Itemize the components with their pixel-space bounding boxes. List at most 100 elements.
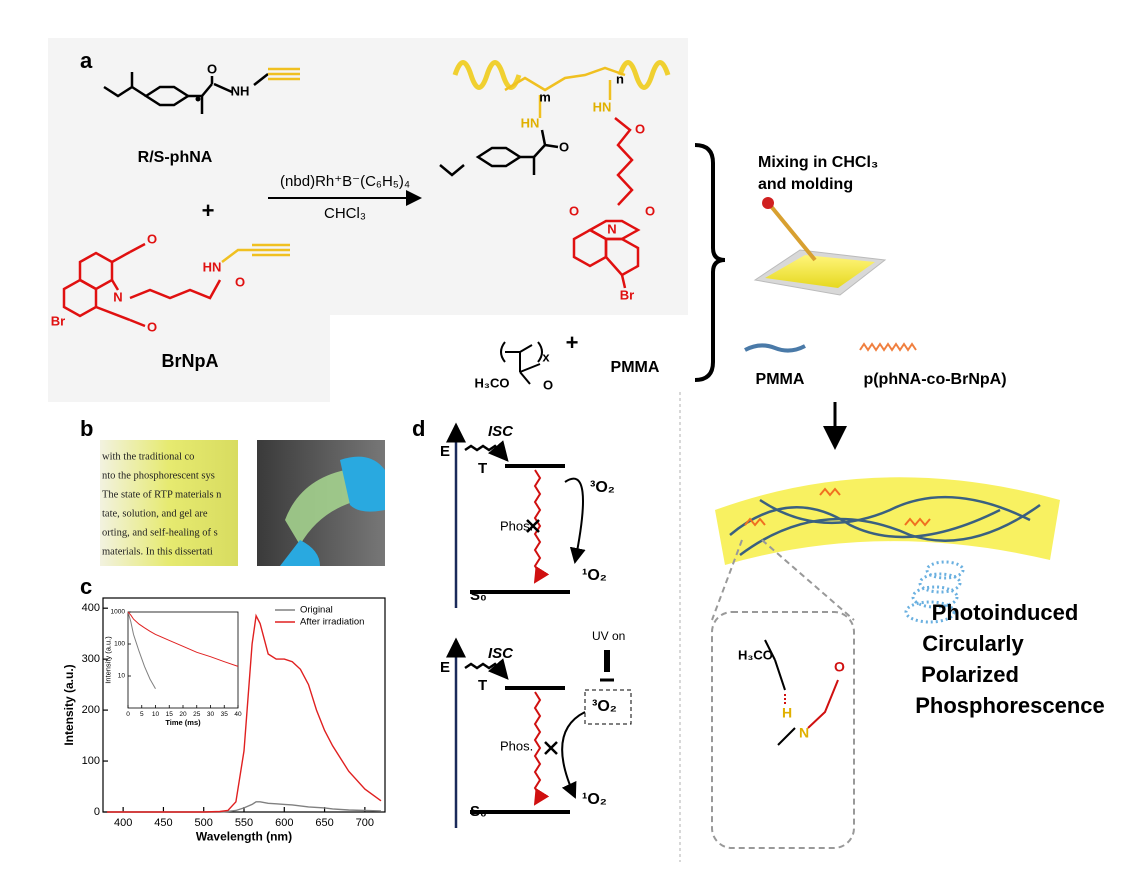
series-line (127, 611, 156, 689)
diagram-label: T (478, 460, 487, 477)
glove (280, 456, 385, 566)
plus-sign: + (566, 330, 579, 355)
series-line (127, 611, 239, 667)
plot-area (127, 611, 239, 709)
solvent: CHCl₃ (324, 205, 366, 222)
atom-label: O (569, 203, 579, 218)
y-axis-title: Intensity (a.u.) (103, 636, 112, 684)
x-tick-label: 20 (179, 711, 187, 718)
alkyne (268, 67, 300, 81)
result-text: Polarized (921, 662, 1019, 687)
film-photo (285, 470, 360, 545)
x-tick-label: 35 (221, 711, 229, 718)
diagram-label: Phos. (500, 518, 533, 533)
dropper-bulb (762, 197, 774, 209)
zoom-line (761, 539, 855, 621)
brnpa-structure (62, 242, 222, 328)
x-tick-label: 650 (315, 817, 333, 829)
diagram-label: S₀ (470, 803, 487, 820)
compound-name: BrNpA (162, 351, 219, 371)
legend-label: PMMA (756, 371, 805, 388)
pmma-structure (500, 341, 543, 385)
diagram-label: ³O₂ (592, 698, 617, 715)
result-text: Circularly (922, 631, 1024, 656)
x-tick-label: 30 (207, 711, 215, 718)
atom-label: NH (231, 83, 250, 98)
polymer-chains (729, 495, 1041, 557)
alkyne (221, 243, 290, 263)
atom-label: n (616, 71, 624, 86)
step-text: Mixing in CHCl₃ (758, 154, 878, 171)
y-tick-label: 400 (82, 602, 100, 614)
diagram-label: ¹O₂ (582, 791, 607, 808)
photo (100, 440, 238, 566)
result-text: Phosphorescence (915, 693, 1105, 718)
x-tick-label: 0 (126, 711, 130, 718)
atom-label: H (782, 705, 792, 721)
atom-label: m (539, 89, 551, 104)
result-text: Photoinduced (932, 600, 1079, 625)
x-tick-label: 10 (152, 711, 160, 718)
y-tick-label: 0 (94, 806, 100, 818)
x-tick-label: 450 (154, 817, 172, 829)
diagram-label: E (440, 443, 450, 460)
diagram-label: ISC (488, 423, 514, 440)
atom-label: Br (51, 313, 65, 328)
cpl-helix (904, 560, 965, 624)
y-tick-label: 100 (82, 755, 100, 767)
diagram-label: E (440, 659, 450, 676)
x-tick-label: 400 (114, 817, 132, 829)
x-tick-label: 600 (275, 817, 293, 829)
photo-text: orting, and self-healing of s (102, 527, 218, 538)
x-tick-label: 550 (235, 817, 253, 829)
diagram-label: S₀ (470, 587, 487, 604)
x-tick-label: 5 (140, 711, 144, 718)
atom-label: O (559, 139, 569, 154)
radical-dot (195, 96, 201, 102)
atom-label: O (207, 61, 217, 76)
series-line (107, 613, 382, 813)
film (765, 255, 875, 288)
atom-label: N (799, 725, 809, 741)
panel-label: b (80, 416, 93, 441)
atom-label: HN (593, 99, 612, 114)
photo-text: nto the phosphorescent sys (102, 470, 215, 481)
atom-label: HN (521, 115, 540, 130)
film-band (715, 477, 1060, 565)
atom-label: x (542, 349, 550, 364)
diagram-label: T (478, 677, 487, 694)
diagram-label: ¹O₂ (582, 567, 607, 584)
photo-text: tate, solution, and gel are (102, 508, 208, 519)
legend-label: p(phNA-co-BrNpA) (863, 371, 1006, 388)
panel-label: d (412, 416, 425, 441)
atom-label: HN (203, 259, 222, 274)
x-tick-label: 40 (234, 711, 242, 718)
zoom-line (711, 539, 743, 621)
legend-label: Original (300, 605, 333, 616)
diagram-label: Phos. (500, 738, 533, 753)
atom-label: O (645, 203, 655, 218)
copolymer-segments (744, 487, 931, 527)
diagram-label: ³O₂ (590, 479, 615, 496)
atom-label: O (834, 659, 845, 675)
diagram-label: ISC (488, 645, 514, 662)
photo-text: materials. In this dissertati (102, 546, 213, 557)
helix (452, 60, 671, 90)
y-tick-label: 200 (82, 704, 100, 716)
energy-diagram (446, 422, 632, 828)
catalyst: (nbd)Rh⁺B⁻(C₆H₅)₄ (280, 173, 410, 190)
atom-label: N (607, 221, 616, 236)
panel-label: c (80, 574, 92, 599)
atom-label: O (147, 231, 157, 246)
y-tick-label: 300 (82, 653, 100, 665)
atom-label: O (543, 377, 553, 392)
copolymer-chain (859, 342, 917, 352)
x-axis-title: Time (ms) (165, 718, 201, 727)
y-tick-label: 10 (118, 673, 126, 680)
y-tick-label: 1000 (111, 609, 126, 616)
x-tick-label: 15 (166, 711, 174, 718)
phna-unit (439, 129, 559, 177)
legend-label: After irradiation (300, 617, 364, 628)
hbond-structure (764, 639, 839, 746)
photo-text: with the traditional co (102, 451, 194, 462)
